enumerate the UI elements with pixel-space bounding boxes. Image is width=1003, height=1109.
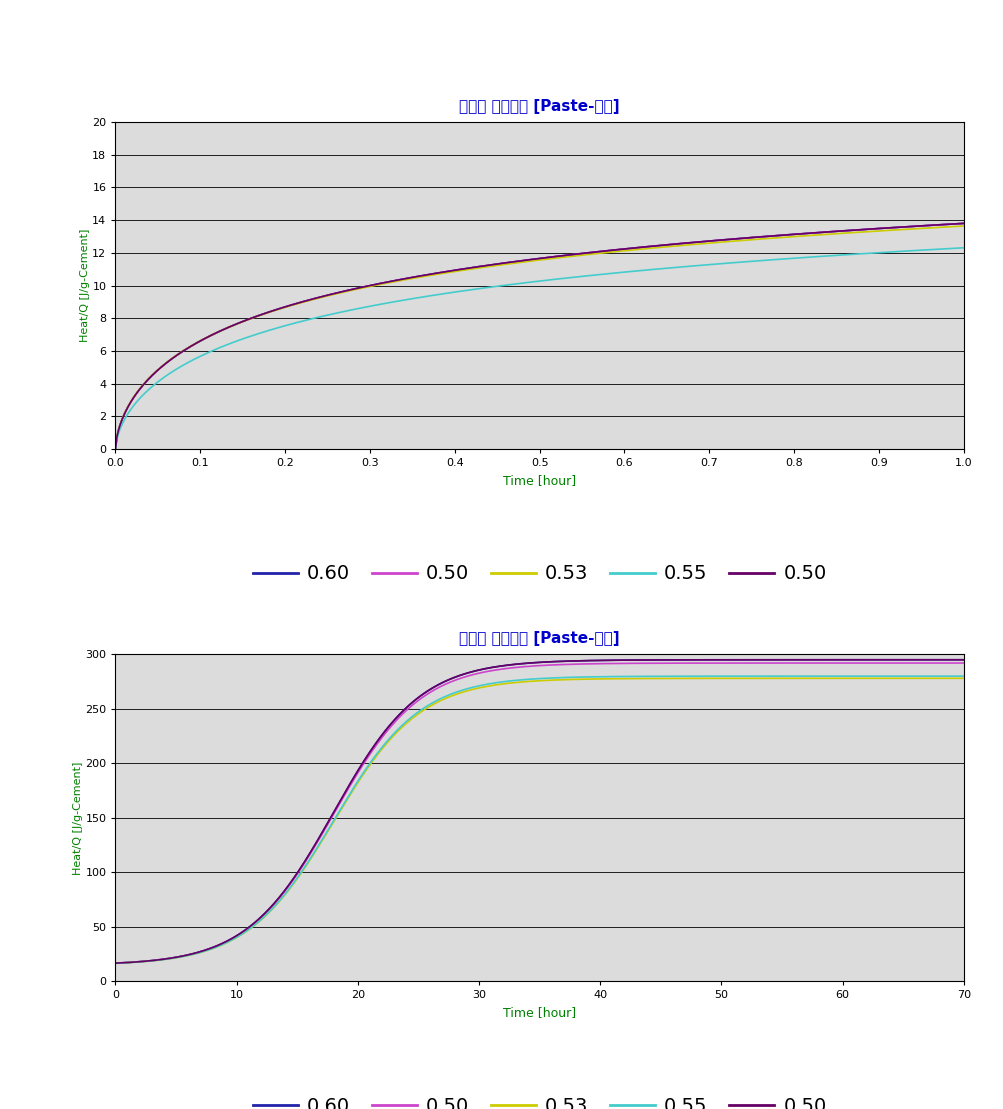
X-axis label: Time [hour]: Time [hour]	[503, 474, 576, 487]
Y-axis label: Heat/Q [J/g-Cement]: Heat/Q [J/g-Cement]	[79, 228, 89, 343]
Title: 수화열 시험결과 [Paste-누적]: 수화열 시험결과 [Paste-누적]	[459, 99, 619, 114]
X-axis label: Time [hour]: Time [hour]	[503, 1006, 576, 1019]
Legend: 0.60, 0.50, 0.53, 0.55, 0.50: 0.60, 0.50, 0.53, 0.55, 0.50	[245, 1089, 833, 1109]
Legend: 0.60, 0.50, 0.53, 0.55, 0.50: 0.60, 0.50, 0.53, 0.55, 0.50	[245, 557, 833, 591]
Y-axis label: Heat/Q [J/g-Cement]: Heat/Q [J/g-Cement]	[72, 761, 82, 875]
Title: 수화열 시험결과 [Paste-누적]: 수화열 시험결과 [Paste-누적]	[459, 631, 619, 647]
